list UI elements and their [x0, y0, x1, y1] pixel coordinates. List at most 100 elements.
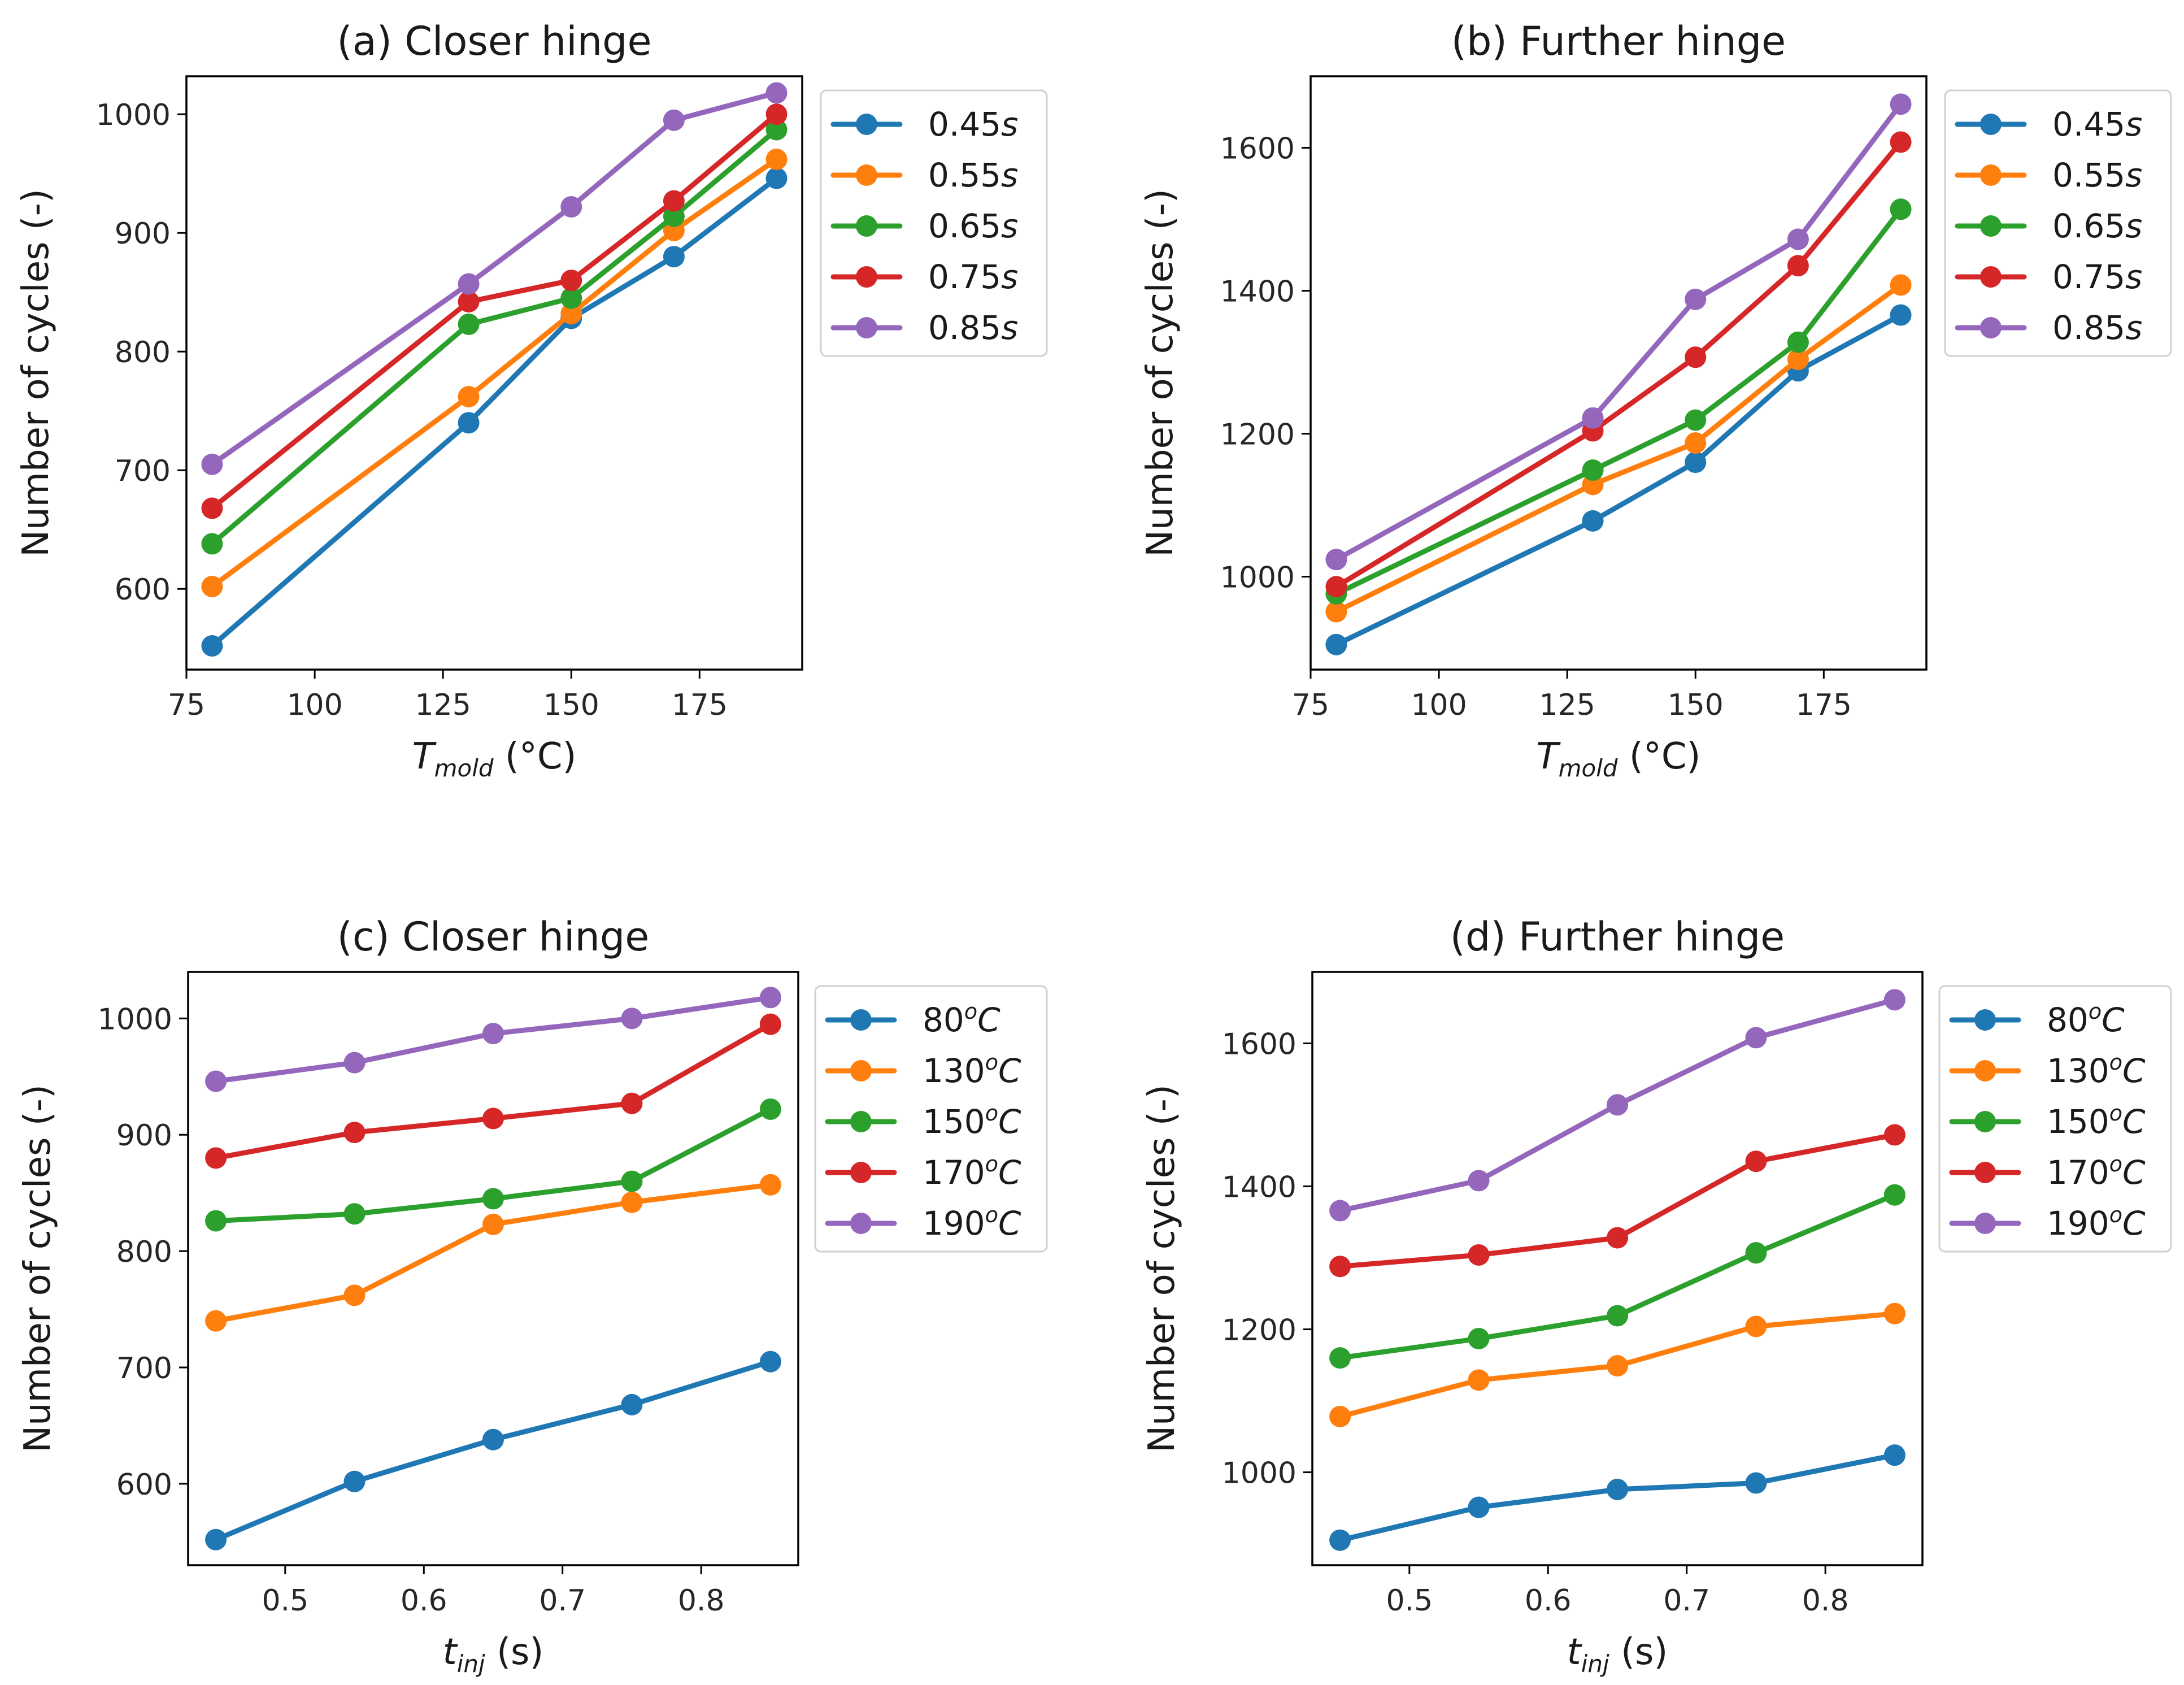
panel-title: (d) Further hinge — [1450, 914, 1785, 960]
data-point — [1745, 1472, 1767, 1494]
x-tick-label: 0.5 — [262, 1584, 308, 1618]
x-tick-label: 150 — [543, 688, 599, 722]
data-point — [201, 453, 223, 475]
series-0.55 — [201, 149, 788, 597]
legend-item: 80oC — [825, 999, 1000, 1039]
x-axis-label: Tmold (°C) — [412, 736, 576, 782]
data-point — [1329, 1256, 1351, 1278]
data-point — [1883, 1184, 1905, 1206]
series-line — [209, 127, 780, 546]
data-point — [482, 1188, 504, 1210]
data-point — [1607, 1305, 1628, 1327]
x-tick-label: 175 — [672, 688, 728, 722]
y-tick-label: 900 — [116, 1119, 172, 1153]
series-line — [1333, 312, 1904, 648]
panel-d: (d) Further hinge 0.5 0.6 0.7 0.8 1000 1200 140… — [1141, 914, 2172, 1678]
x-tick-label: 100 — [286, 688, 342, 722]
legend-label: 80oC — [923, 999, 1000, 1039]
data-point — [1582, 459, 1604, 481]
data-point — [765, 119, 788, 141]
y-axis-label: Number of cycles (-) — [15, 189, 57, 557]
data-point — [205, 1070, 227, 1092]
y-tick-label: 1000 — [1220, 561, 1295, 595]
legend-item: 0.45s — [830, 105, 1018, 144]
series-170 — [205, 1013, 781, 1169]
data-point — [621, 1393, 643, 1415]
series-170 — [1329, 1124, 1905, 1278]
data-point — [765, 149, 788, 170]
legend-box — [1938, 985, 2172, 1253]
data-point — [482, 1428, 504, 1451]
data-point — [663, 109, 685, 131]
y-tick-label: 1000 — [1222, 1457, 1297, 1491]
data-point — [458, 313, 480, 335]
y-tick-label: 1600 — [1222, 1028, 1297, 1062]
x-tick-label: 75 — [1292, 688, 1329, 722]
legend-marker — [856, 215, 877, 237]
data-point — [759, 1350, 781, 1373]
legend-item: 190oC — [1949, 1202, 2146, 1243]
legend-item: 170oC — [825, 1152, 1021, 1192]
data-point — [1468, 1327, 1490, 1349]
x-axis-label: tinj (s) — [1567, 1631, 1668, 1678]
y-tick-label: 1400 — [1220, 275, 1295, 309]
x-tick-label: 0.6 — [1525, 1584, 1572, 1618]
data-point — [201, 576, 223, 597]
data-point — [1745, 1150, 1767, 1172]
legend-item: 0.55s — [830, 156, 1018, 194]
legend-marker — [1974, 1162, 1996, 1183]
legend-label: 0.75s — [928, 258, 1018, 296]
data-point — [759, 987, 781, 1009]
data-point — [765, 82, 788, 104]
data-point — [1890, 274, 1912, 296]
legend: 0.45s 0.55s 0.65s 0.75s 0.85s — [820, 89, 1048, 357]
data-point — [1883, 1124, 1905, 1146]
y-tick-label: 800 — [115, 336, 171, 370]
data-point — [1745, 1242, 1767, 1264]
legend-item: 0.75s — [1955, 258, 2142, 296]
data-point — [1325, 576, 1347, 598]
panel-a: (a) Closer hinge 75 100 125 150 175 600 700 800 9… — [15, 18, 1048, 782]
data-point — [1325, 633, 1347, 655]
y-axis-label: Number of cycles (-) — [17, 1084, 59, 1453]
legend-item: 80oC — [1949, 999, 2125, 1039]
series-190 — [205, 987, 781, 1092]
data-point — [663, 205, 685, 227]
legend: 0.45s 0.55s 0.65s 0.75s 0.85s — [1944, 89, 2172, 357]
legend-label: 170oC — [923, 1152, 1021, 1192]
legend-item: 0.65s — [1955, 207, 2142, 245]
series-0.45 — [1325, 304, 1912, 655]
data-point — [1685, 409, 1707, 431]
data-point — [560, 287, 582, 309]
x-tick-label: 0.8 — [1802, 1584, 1849, 1618]
x-axis-label: tinj (s) — [443, 1631, 544, 1678]
axes-frame — [185, 75, 803, 671]
series-line — [1333, 282, 1904, 615]
y-axis-label: Number of cycles (-) — [1141, 1084, 1183, 1453]
panel-title: (a) Closer hinge — [337, 18, 651, 64]
legend-label: 0.85s — [928, 309, 1018, 347]
legend-marker — [1980, 215, 2002, 237]
legend-box — [1944, 89, 2172, 357]
legend-marker — [850, 1111, 872, 1132]
legend-marker — [850, 1060, 872, 1082]
series-0.65 — [1325, 198, 1912, 605]
panel-title: (b) Further hinge — [1451, 18, 1786, 64]
data-point — [1685, 288, 1707, 310]
legend-label: 190oC — [2047, 1202, 2146, 1243]
legend-marker — [856, 164, 877, 186]
data-point — [1325, 549, 1347, 571]
series-line — [209, 157, 780, 589]
series-80 — [1329, 1444, 1905, 1551]
x-tick-label: 125 — [1539, 688, 1595, 722]
legend-label: 0.55s — [928, 156, 1018, 194]
y-tick-label: 1600 — [1220, 132, 1295, 166]
data-point — [765, 103, 788, 125]
data-point — [1883, 1302, 1905, 1324]
data-point — [560, 196, 582, 218]
series-150 — [205, 1098, 781, 1232]
data-point — [1787, 228, 1809, 250]
series-0.85 — [1325, 93, 1912, 571]
data-point — [201, 635, 223, 657]
